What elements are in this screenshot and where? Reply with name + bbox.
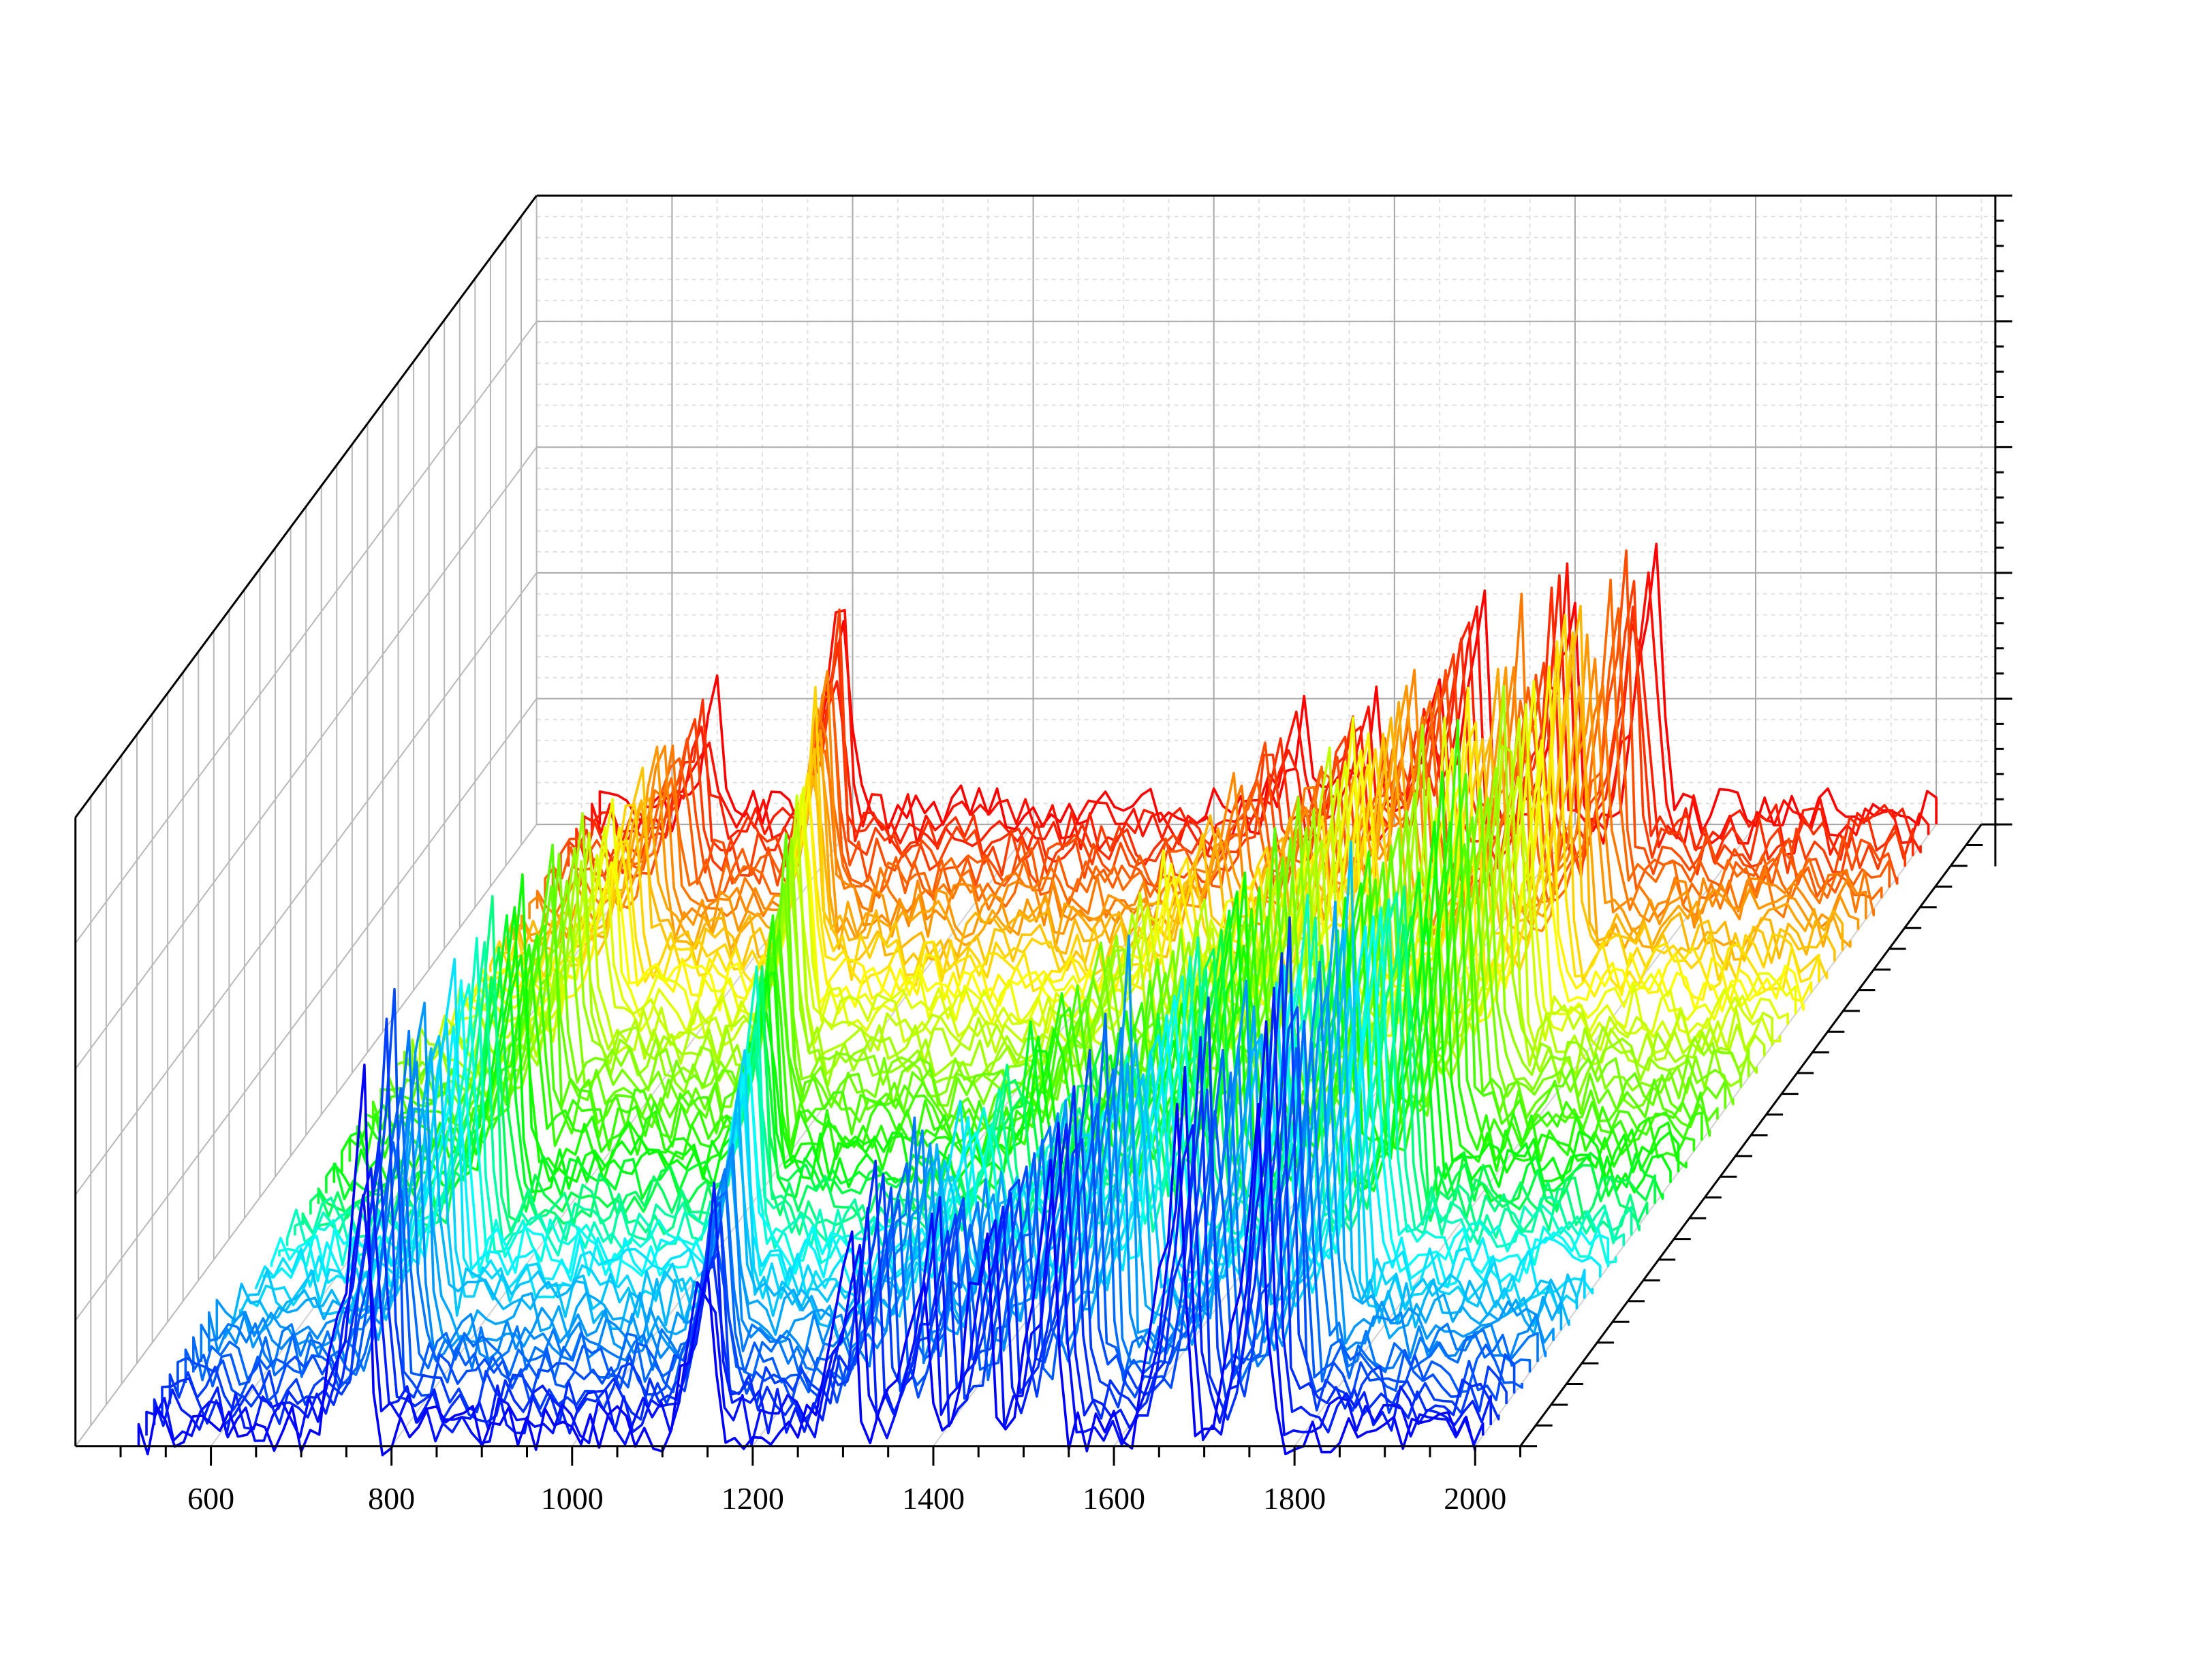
- side-grid-horizontal: [74, 824, 538, 1447]
- series-line: [317, 916, 1656, 1214]
- series-line: [325, 871, 1664, 1204]
- x-tick-label: 1400: [902, 1481, 965, 1516]
- floor-grid-line: [1474, 824, 1937, 1447]
- series-line: [137, 1063, 1476, 1457]
- series-line: [504, 604, 1844, 961]
- left-top-edge: [74, 195, 538, 818]
- series-line: [238, 840, 1579, 1318]
- series-line: [481, 640, 1820, 993]
- series-line: [184, 1047, 1523, 1394]
- series-layer: [137, 542, 1938, 1457]
- x-axis-tick-labels: 600 800 1000 1200 1400 1600 1800 2000: [187, 1481, 1506, 1516]
- series-line: [387, 816, 1727, 1120]
- series-line: [582, 574, 1922, 856]
- side-grid-horizontal: [74, 446, 538, 1070]
- series-line: [411, 766, 1750, 1088]
- series-line: [458, 679, 1797, 1025]
- x-tick-label: 600: [187, 1481, 234, 1516]
- series-line: [379, 826, 1719, 1130]
- series-line: [223, 901, 1563, 1341]
- series-line: [450, 703, 1789, 1035]
- x-tick-label: 1000: [541, 1481, 604, 1516]
- axes: [75, 823, 1998, 1466]
- series-line: [364, 719, 1703, 1151]
- series-line: [168, 916, 1508, 1415]
- series-line: [208, 961, 1547, 1362]
- side-grid-horizontal: [74, 698, 538, 1321]
- series-line: [559, 549, 1899, 888]
- side-wall-grid: [74, 195, 538, 1447]
- series-line: [200, 1029, 1539, 1372]
- x-tick-label: 1800: [1263, 1481, 1326, 1516]
- series-line: [567, 580, 1906, 877]
- x-tick-label: 1200: [721, 1481, 784, 1516]
- series-line: [153, 986, 1492, 1436]
- series-line: [145, 1020, 1485, 1446]
- x-tick-label: 2000: [1444, 1481, 1506, 1516]
- series-line: [262, 925, 1602, 1288]
- x-tick-label: 800: [368, 1481, 415, 1516]
- series-line: [270, 915, 1610, 1277]
- side-grid-horizontal: [74, 572, 538, 1196]
- series-line: [161, 952, 1500, 1426]
- series-line: [192, 1012, 1532, 1384]
- x-tick-label: 1600: [1083, 1481, 1145, 1516]
- side-grid-horizontal: [74, 321, 538, 944]
- series-line: [247, 987, 1586, 1309]
